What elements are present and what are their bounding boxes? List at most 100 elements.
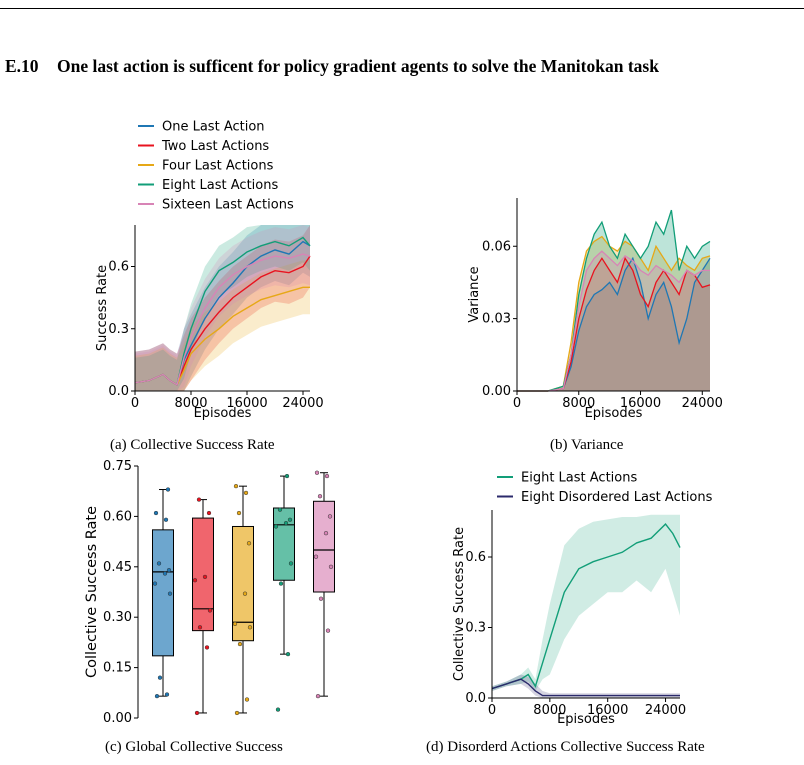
box-point-c (152, 581, 158, 586)
box-point-c (154, 694, 160, 699)
box-point-c (232, 621, 238, 627)
box-point-c (277, 507, 283, 512)
x-axis-label-b: Episodes (585, 406, 643, 421)
box-c (273, 507, 295, 581)
box-point-c (236, 510, 242, 516)
y-tick-label-a: 0.0 (108, 384, 129, 399)
x-tick-label-a: 24000 (282, 396, 323, 411)
box-point-c (313, 554, 319, 559)
y-tick-label-c: 0.75 (103, 459, 132, 474)
y-tick-label-a: 0.6 (108, 260, 129, 275)
y-axis-label-a: Success Rate (95, 265, 110, 351)
box-point-c (314, 470, 320, 475)
y-tick-label-d: 0.0 (465, 691, 486, 706)
variance-line-b (517, 250, 710, 392)
box-point-c (285, 652, 291, 657)
box-point-c (324, 473, 330, 479)
y-tick-label-b: 0.06 (482, 239, 511, 254)
legend-label-a: One Last Action (162, 120, 265, 135)
box-c (152, 529, 174, 657)
y-tick-label-c: 0.30 (103, 610, 132, 625)
box-point-c (278, 581, 284, 586)
x-tick-label-b: 24000 (682, 396, 723, 411)
x-tick-label-d: 24000 (645, 703, 686, 718)
box-point-c (162, 571, 168, 576)
box-point-c (156, 561, 162, 566)
box-point-c (327, 514, 333, 519)
section-title: One last action is sufficent for policy … (57, 56, 659, 76)
x-axis-label-d: Episodes (557, 712, 615, 727)
box-point-c (233, 484, 239, 489)
variance-area-b (517, 236, 710, 391)
box-point-c (167, 591, 173, 596)
y-tick-label-d: 0.3 (465, 621, 486, 636)
x-tick-label-d: 16000 (587, 703, 628, 718)
legend-label-a: Eight Last Actions (162, 178, 278, 193)
x-tick-label-b: 16000 (620, 396, 661, 411)
x-axis-label-a: Episodes (194, 406, 252, 421)
box-point-c (288, 561, 294, 566)
variance-line-b (517, 256, 711, 392)
y-tick-label-d: 0.6 (465, 550, 486, 565)
box-point-c (287, 517, 293, 522)
box-point-c (242, 591, 248, 596)
box-point-c (317, 494, 323, 499)
y-axis-label-c: Collective Success Rate (84, 506, 100, 678)
box-point-c (204, 645, 210, 650)
box-point-c (284, 473, 290, 479)
caption-d: (d) Disorderd Actions Collective Success… (426, 739, 705, 755)
series-line-a (134, 253, 311, 386)
box-c (232, 525, 254, 642)
box-point-c (315, 694, 321, 699)
variance-area-b (517, 258, 710, 391)
y-axis-label-b: Variance (467, 266, 482, 322)
box-point-c (153, 510, 159, 516)
box-point-c (157, 675, 163, 680)
box-point-c (275, 707, 281, 712)
box-point-c (165, 487, 171, 492)
legend-label-a: Two Last Actions (161, 139, 269, 154)
box-point-c (247, 625, 253, 630)
box-point-c (196, 497, 202, 502)
variance-area-b (517, 258, 710, 391)
box-point-c (318, 596, 324, 601)
variance-line-b (517, 256, 711, 392)
box-point-c (273, 524, 279, 529)
x-tick-label-a: 16000 (226, 396, 267, 411)
legend-label-d: Eight Last Actions (521, 471, 637, 486)
legend-label-a: Four Last Actions (162, 159, 274, 174)
box-point-c (164, 692, 170, 697)
series-band-d (492, 514, 680, 691)
x-tick-label-d: 0 (488, 703, 496, 718)
y-tick-label-c: 0.45 (103, 560, 132, 575)
section-heading: E.10 One last action is sufficent for pol… (5, 56, 659, 77)
box-point-c (202, 574, 208, 580)
box-point-c (163, 517, 169, 522)
top-rule (0, 8, 804, 9)
section-number: E.10 (5, 56, 39, 76)
series-line-d (491, 523, 681, 690)
x-tick-label-a: 0 (131, 396, 139, 411)
box-point-c (234, 710, 240, 716)
y-axis-label-d: Collective Success Rate (452, 527, 467, 681)
y-tick-label-a: 0.3 (108, 322, 129, 337)
y-tick-label-b: 0.00 (482, 384, 511, 399)
caption-c: (c) Global Collective Success (105, 739, 283, 755)
series-band-d (492, 674, 680, 698)
caption-a: (a) Collective Success Rate (110, 437, 275, 453)
series-line-d (491, 678, 680, 697)
box-point-c (192, 578, 198, 583)
box-point-c (197, 625, 203, 630)
x-tick-label-b: 8000 (562, 396, 595, 411)
box-point-c (166, 568, 172, 573)
box-point-c (237, 641, 243, 647)
legend-label-d: Eight Disordered Last Actions (521, 490, 713, 505)
y-tick-label-c: 0.15 (103, 661, 132, 676)
box-point-c (246, 541, 252, 546)
box-point-c (243, 490, 249, 496)
box-point-c (206, 510, 212, 516)
y-tick-label-b: 0.03 (482, 312, 511, 327)
box-point-c (323, 531, 329, 536)
y-tick-label-c: 0.00 (103, 711, 132, 726)
